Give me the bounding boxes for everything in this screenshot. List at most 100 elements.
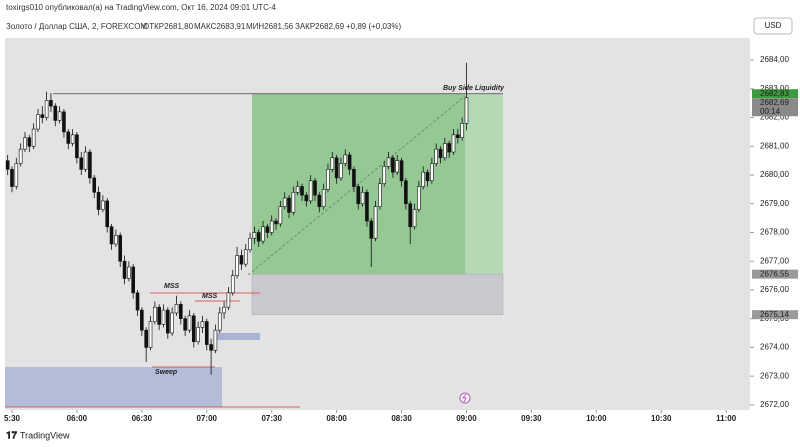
candle-body — [88, 151, 92, 179]
y-tick-label: 2683,00 — [760, 84, 789, 93]
candle-body — [187, 315, 192, 331]
y-tick-label: 2681,00 — [760, 141, 789, 150]
candle-body — [464, 97, 469, 124]
candle-body — [451, 134, 456, 153]
candle-body — [326, 168, 330, 190]
candle-body — [278, 206, 283, 225]
candle-body — [174, 304, 179, 314]
candle-body — [287, 197, 291, 213]
candle-body — [83, 151, 88, 170]
candle-body — [399, 160, 404, 182]
x-tick-label: 10:00 — [586, 414, 607, 423]
candle-body — [131, 266, 135, 294]
candle-body — [343, 154, 348, 164]
price-label-box — [752, 89, 798, 99]
candle-body — [261, 226, 265, 242]
symbol: Золото / Доллар США, 2, FOREXCOM — [6, 22, 147, 31]
candle-body — [274, 220, 278, 225]
liquidity-label: Buy Side Liquidity — [443, 85, 505, 92]
candle-body — [96, 191, 101, 210]
candle-body — [5, 160, 10, 170]
y-tick-label: 2677,00 — [760, 256, 789, 265]
candle-body — [213, 329, 218, 351]
x-tick-label: 5:30 — [4, 414, 21, 423]
candle-body — [144, 329, 148, 348]
candle-body — [161, 309, 166, 325]
candle-body — [18, 148, 23, 164]
candle-body — [153, 306, 157, 322]
candle-body — [460, 123, 464, 138]
trend-line — [247, 95, 466, 276]
publisher-line: toxirgs010 опубликовал(а) на TradingView… — [6, 3, 277, 12]
candle-body — [127, 266, 131, 279]
candle-body — [412, 209, 417, 228]
close-value: ЗАКР2682,69 — [295, 22, 345, 31]
candle-body — [226, 292, 231, 308]
candle-body — [209, 344, 213, 351]
candle-body — [157, 306, 161, 325]
x-tick-label: 09:00 — [456, 414, 477, 423]
candle-body — [118, 235, 123, 262]
candle-body — [204, 321, 209, 345]
x-tick-label: 08:30 — [391, 414, 412, 423]
candle-body — [434, 148, 438, 164]
candle-body — [114, 235, 118, 245]
candle-body — [456, 134, 460, 138]
candle-body — [57, 111, 62, 121]
candle-body — [10, 168, 14, 187]
candle-body — [170, 312, 174, 334]
price-label: 2682,83 — [760, 89, 789, 98]
candle-body — [183, 318, 187, 331]
candle-body — [53, 105, 58, 121]
candle-body — [66, 131, 71, 144]
stop-zone — [251, 273, 504, 315]
candle-body — [425, 171, 430, 182]
x-tick-label: 07:00 — [197, 414, 218, 423]
candle-body — [339, 163, 343, 179]
candle-body — [239, 255, 244, 265]
candle-body — [378, 183, 382, 207]
x-tick-label: 08:00 — [326, 414, 347, 423]
candle-body — [356, 186, 361, 205]
candle-body — [369, 220, 374, 239]
candle-body — [44, 100, 49, 118]
y-tick-label: 2673,00 — [760, 371, 789, 380]
candle-body — [101, 200, 105, 210]
x-tick-label: 11:00 — [716, 414, 737, 423]
candle-body — [196, 327, 200, 342]
candle-body — [404, 180, 408, 205]
y-tick-label: 2680,00 — [760, 170, 789, 179]
y-tick-label: 2678,00 — [760, 228, 789, 237]
x-tick-label: 06:00 — [67, 414, 88, 423]
candle-body — [230, 275, 235, 294]
candle-body — [92, 177, 97, 193]
candle-body — [365, 191, 369, 222]
sweep-label: Sweep — [155, 369, 178, 376]
currency-button[interactable] — [753, 17, 793, 35]
candle-body — [31, 128, 36, 147]
candle-body — [217, 312, 222, 331]
candle-body — [122, 260, 127, 279]
candle-body — [243, 249, 248, 265]
candle-body — [179, 304, 183, 319]
currency[interactable]: USD — [765, 21, 782, 30]
candle-body — [269, 220, 274, 233]
x-tick-label: 10:30 — [651, 414, 672, 423]
candle-body — [191, 315, 196, 342]
y-tick-label: 2676,00 — [760, 285, 789, 294]
candle-body — [308, 180, 313, 202]
candle-body — [291, 191, 296, 213]
candle-body — [105, 200, 110, 228]
candle-body — [49, 100, 53, 107]
candle-body — [62, 111, 66, 133]
candle-body — [438, 148, 443, 159]
candle-body — [27, 137, 32, 147]
change-value: +0,89 (+0,03%) — [346, 22, 401, 31]
candle-body — [200, 321, 205, 328]
candle-body — [40, 114, 45, 118]
candle-body — [447, 143, 451, 153]
price-label-box — [752, 310, 798, 320]
candle-body — [248, 237, 252, 251]
price-label-box — [752, 269, 798, 279]
